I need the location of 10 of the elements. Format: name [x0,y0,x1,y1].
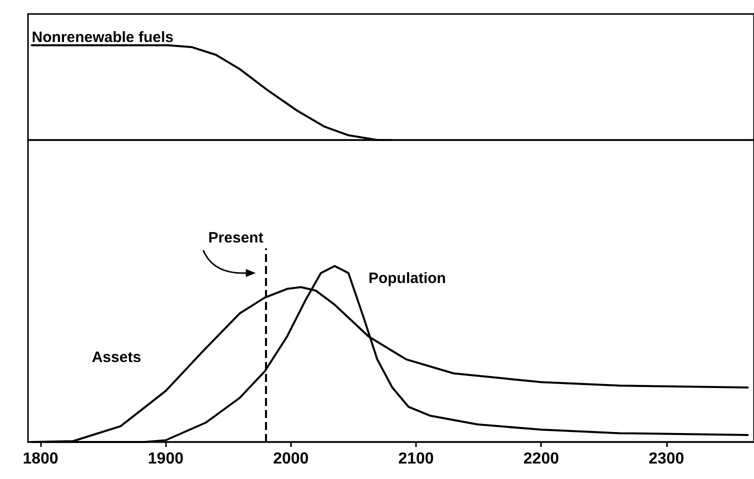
text: Assets [92,349,142,366]
x-tick-label: 1800 [22,450,58,468]
ref-line-label: Present [208,229,264,246]
x-tick-label: 2200 [523,450,560,468]
x-tick-label: 1900 [148,450,184,468]
x-tick-label: 2100 [398,450,434,468]
x-tick-label: 2000 [273,450,309,468]
x-tick-label: 2300 [648,450,684,468]
series-label: Population [368,270,446,287]
series-label: Nonrenewable fuels [32,29,174,46]
